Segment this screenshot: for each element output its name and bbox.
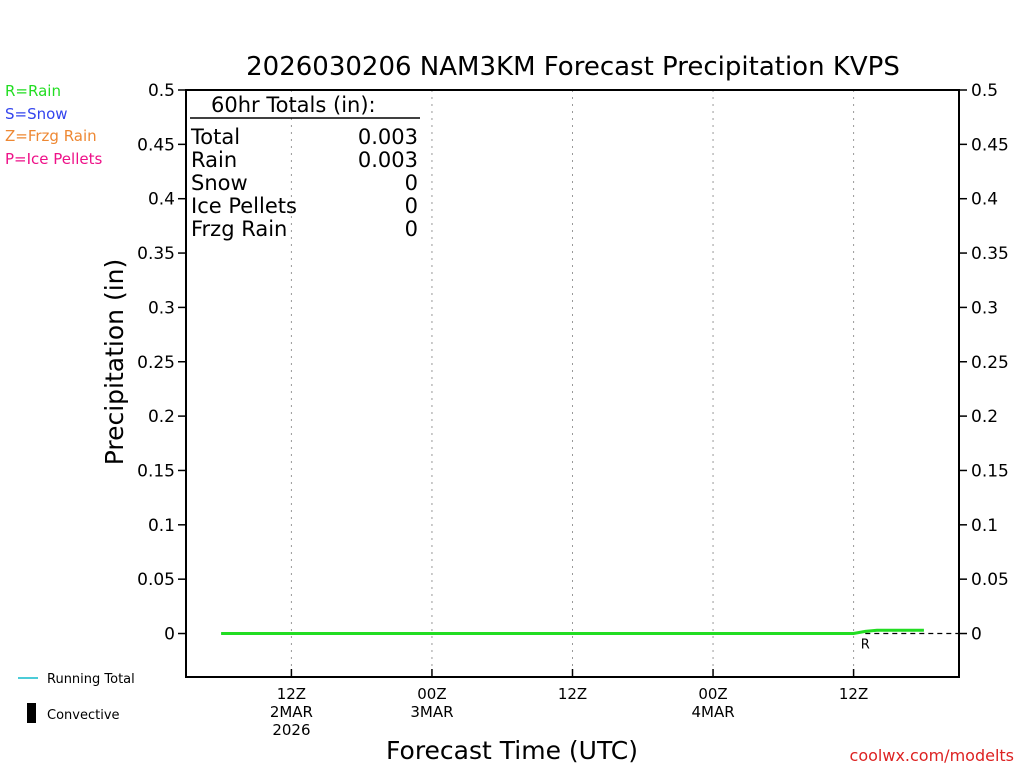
totals-row-value: 0.003	[358, 148, 418, 172]
y-tick-label-left: 0.3	[148, 298, 175, 318]
x-tick-label: 00Z	[698, 685, 727, 703]
y-tick-label-right: 0.4	[971, 190, 998, 210]
x-tick-label: 3MAR	[410, 703, 453, 721]
y-tick-label-left: 0.35	[137, 244, 175, 264]
x-tick-label: 12Z	[277, 685, 306, 703]
legend-rain: R=Rain	[5, 82, 61, 100]
legend-ice-pellets: P=Ice Pellets	[5, 150, 102, 168]
precip-type-marker: R	[861, 638, 870, 653]
x-axis-label: Forecast Time (UTC)	[386, 736, 638, 765]
x-tick-label: 12Z	[839, 685, 868, 703]
y-tick-label-right: 0.3	[971, 298, 998, 318]
totals-row-label: Frzg Rain	[191, 217, 287, 241]
site-credit: coolwx.com/modelts	[850, 746, 1014, 765]
totals-row-label: Ice Pellets	[191, 194, 297, 218]
y-axis-label: Precipitation (in)	[100, 259, 129, 466]
x-tick-label: 12Z	[558, 685, 587, 703]
x-tick-label: 2026	[272, 721, 310, 739]
grid-lines	[290, 90, 855, 677]
totals-row-value: 0.003	[358, 125, 418, 149]
y-tick-label-right: 0.5	[971, 81, 998, 101]
series-rain	[221, 628, 924, 636]
y-tick-label-left: 0.4	[148, 190, 175, 210]
y-tick-label-right: 0	[971, 625, 982, 645]
data-series: R	[221, 628, 959, 653]
y-tick-label-left: 0.15	[137, 461, 175, 481]
y-tick-label-right: 0.35	[971, 244, 1009, 264]
y-tick-label-left: 0	[164, 625, 175, 645]
totals-row-value: 0	[405, 194, 418, 218]
y-tick-label-right: 0.45	[971, 135, 1009, 155]
y-tick-label-right: 0.05	[971, 570, 1009, 590]
y-tick-label-right: 0.1	[971, 516, 998, 536]
y-tick-label-left: 0.5	[148, 81, 175, 101]
bottom-legend: Running Total Convective	[18, 672, 135, 723]
y-axis: 0.5 0.5 0.45 0.45 0.4 0.4 0.35 0.35 0.3 0.3 0.25 0.…	[137, 81, 1009, 645]
y-tick-label-left: 0.45	[137, 135, 175, 155]
totals-row-label: Rain	[191, 148, 237, 172]
totals-row-label: Total	[190, 125, 240, 149]
x-tick-label: 4MAR	[691, 703, 734, 721]
y-tick-label-left: 0.25	[137, 353, 175, 373]
convective-swatch	[27, 703, 36, 723]
totals-header: 60hr Totals (in):	[211, 93, 376, 117]
legend-running-total: Running Total	[47, 672, 135, 687]
precip-type-legend: R=Rain S=Snow Z=Frzg Rain P=Ice Pellets	[5, 82, 102, 168]
x-tick-label: 00Z	[417, 685, 446, 703]
y-tick-label-left: 0.1	[148, 516, 175, 536]
y-tick-label-right: 0.15	[971, 461, 1009, 481]
totals-row-value: 0	[405, 171, 418, 195]
chart-title: 2026030206 NAM3KM Forecast Precipitation…	[246, 52, 900, 82]
y-tick-label-right: 0.2	[971, 407, 998, 427]
totals-row-label: Snow	[191, 171, 248, 195]
totals-row-value: 0	[405, 217, 418, 241]
y-tick-label-right: 0.25	[971, 353, 1009, 373]
legend-snow: S=Snow	[5, 105, 68, 123]
y-tick-label-left: 0.05	[137, 570, 175, 590]
x-tick-label: 2MAR	[270, 703, 313, 721]
legend-convective: Convective	[47, 708, 120, 723]
y-tick-label-left: 0.2	[148, 407, 175, 427]
legend-frzg-rain: Z=Frzg Rain	[5, 127, 97, 145]
totals-box: 60hr Totals (in): Total 0.003 Rain 0.003 Sno…	[190, 93, 420, 241]
